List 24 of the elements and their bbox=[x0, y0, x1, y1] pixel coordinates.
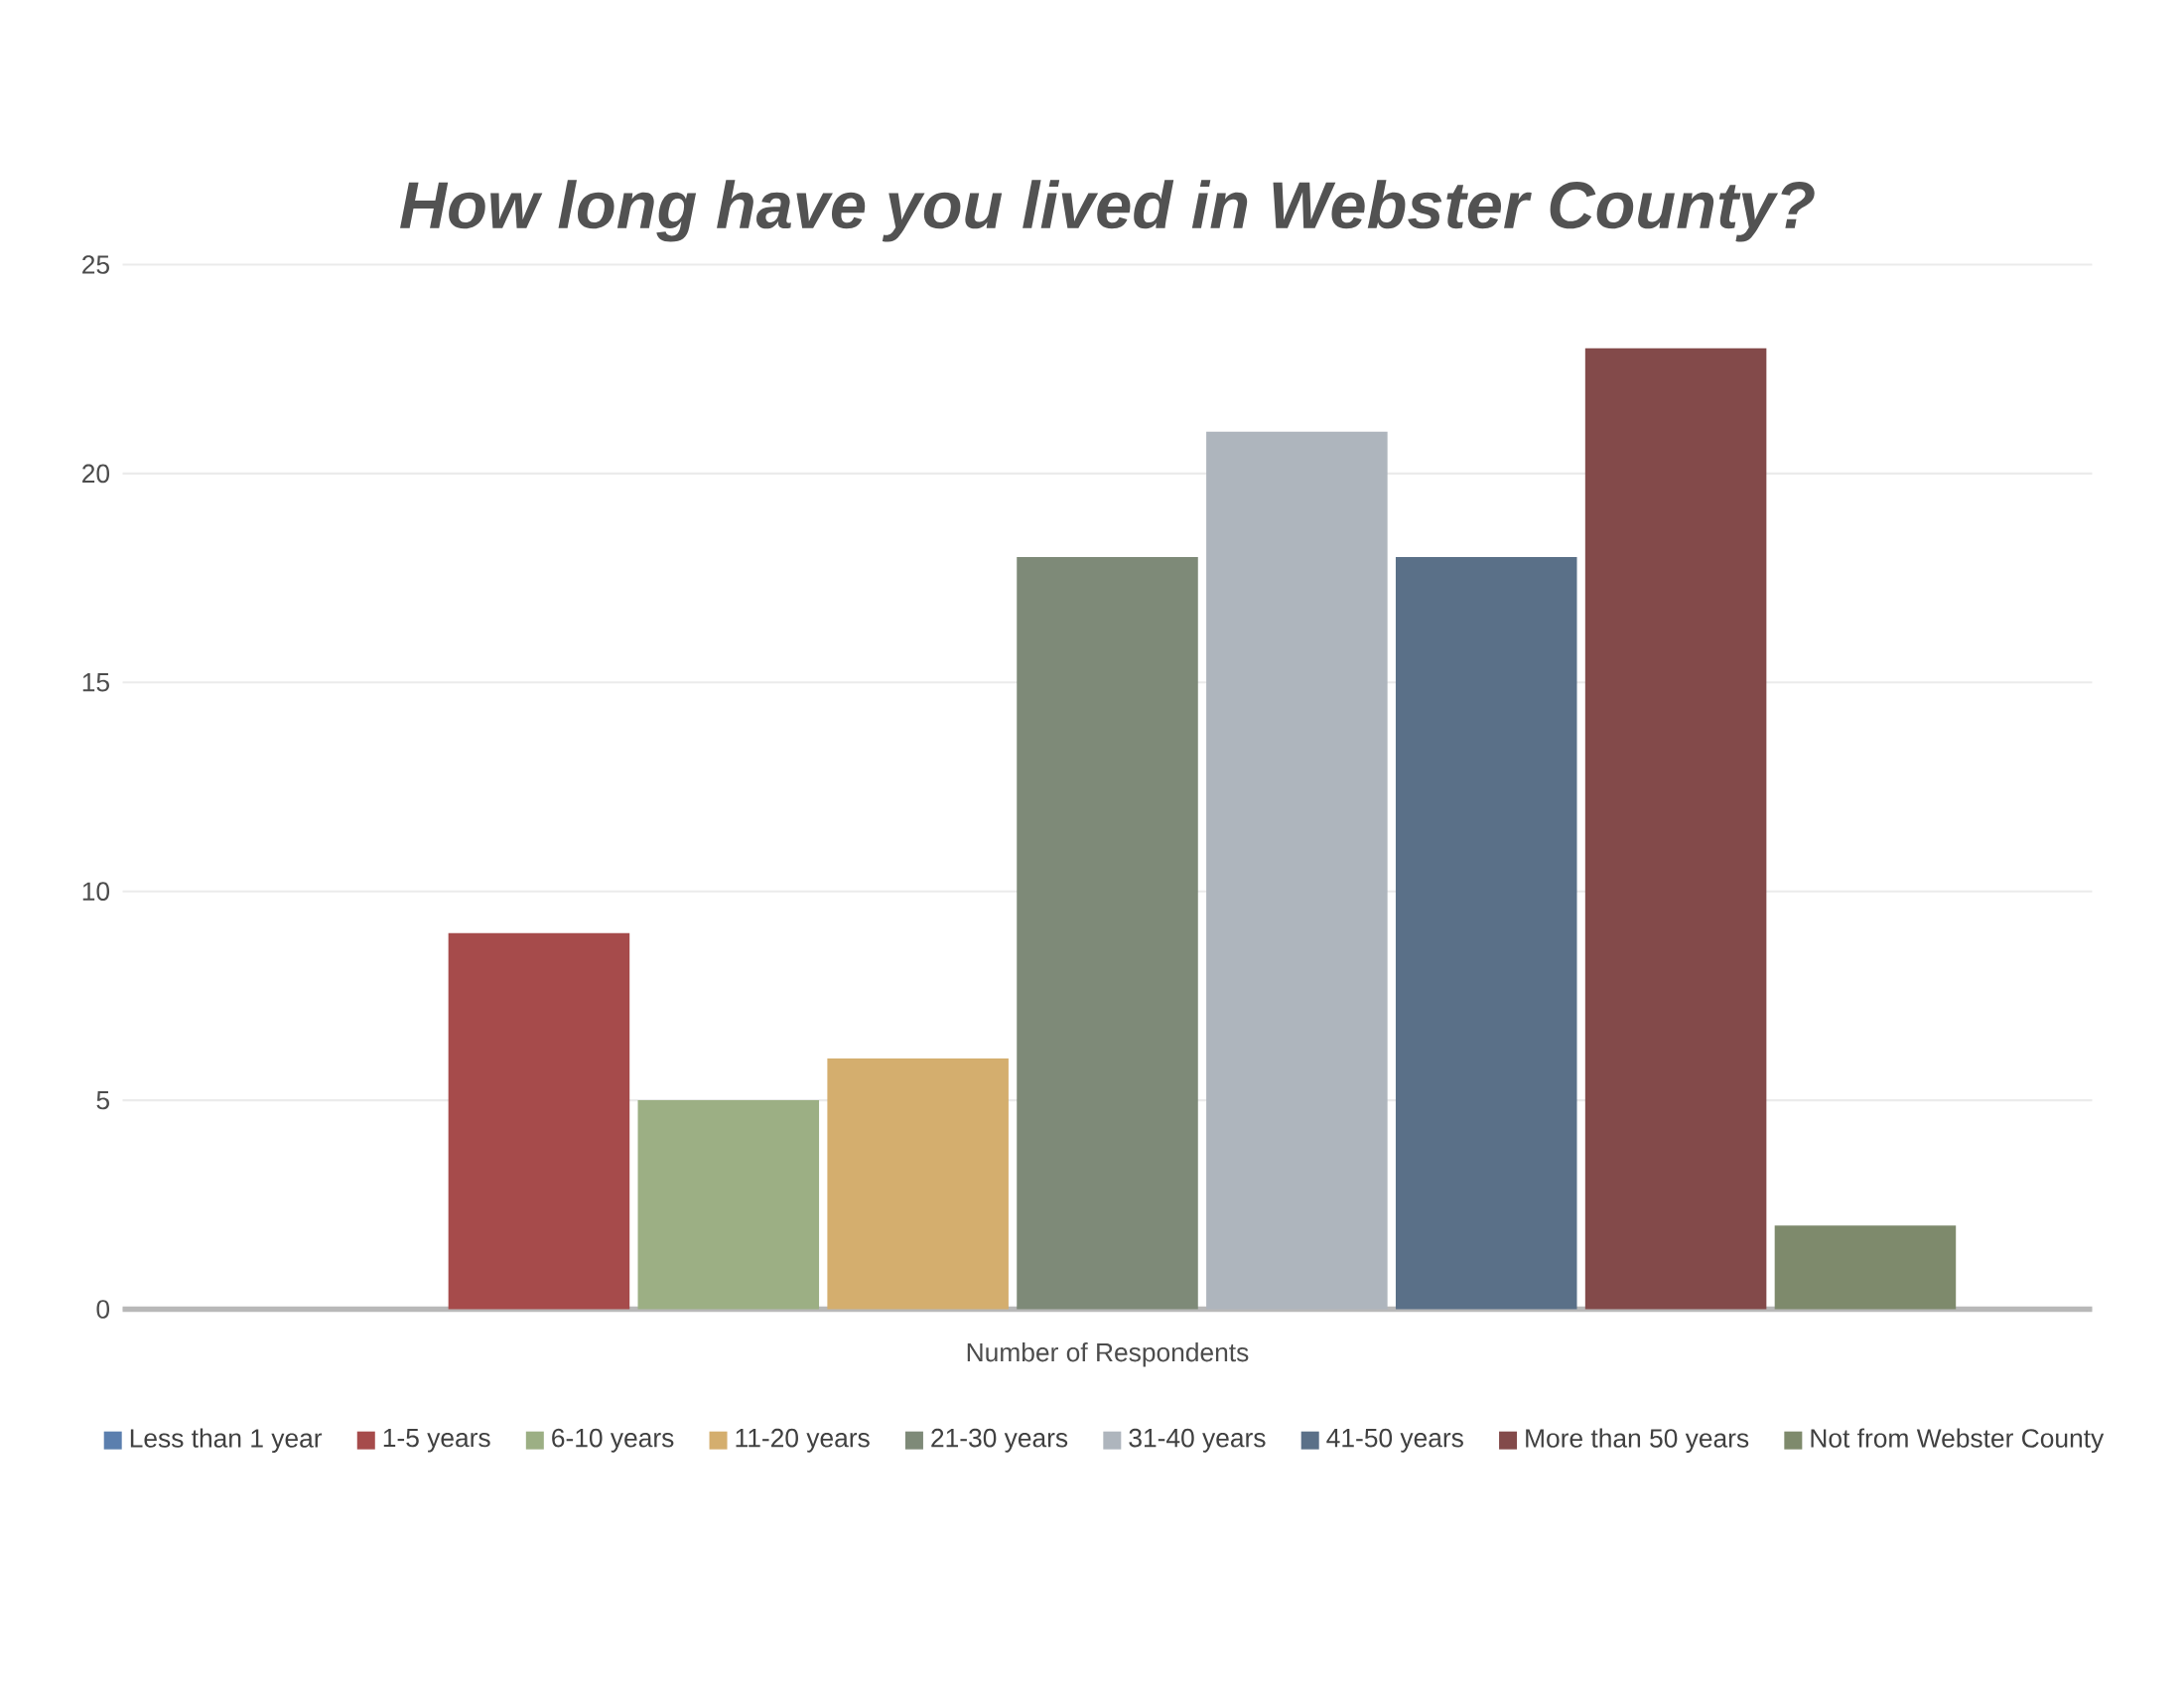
bar bbox=[637, 1100, 820, 1310]
legend-label: 31-40 years bbox=[1129, 1428, 1266, 1453]
bar bbox=[1584, 348, 1767, 1310]
y-tick-label: 15 bbox=[82, 673, 109, 692]
x-tick-label: Number of Respondents bbox=[967, 1342, 1249, 1367]
bar bbox=[1017, 557, 1198, 1310]
y-tick-label: 5 bbox=[96, 1090, 109, 1110]
legend-label: 1-5 years bbox=[383, 1428, 490, 1453]
legend-label: 6-10 years bbox=[552, 1428, 674, 1453]
y-tick-label: 20 bbox=[82, 464, 110, 484]
y-tick-label: 10 bbox=[82, 882, 110, 902]
legend-label: More than 50 years bbox=[1526, 1428, 1749, 1454]
legend-label: Not from Webster County bbox=[1811, 1428, 2105, 1454]
chart-title: How long have you lived in Webster County? bbox=[400, 180, 1815, 242]
legend-label: 11-20 years bbox=[736, 1428, 870, 1453]
bar bbox=[1774, 1225, 1957, 1310]
legend-label: Less than 1 year bbox=[130, 1428, 323, 1454]
bar bbox=[827, 1058, 1009, 1310]
legend-label: 41-50 years bbox=[1326, 1428, 1463, 1453]
bar bbox=[1395, 557, 1577, 1310]
bar bbox=[448, 932, 630, 1310]
y-tick-label: 0 bbox=[96, 1300, 110, 1319]
legend-label: 21-30 years bbox=[931, 1428, 1068, 1453]
y-tick-label: 25 bbox=[82, 255, 109, 274]
